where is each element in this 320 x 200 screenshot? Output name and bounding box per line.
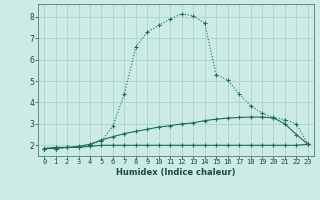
X-axis label: Humidex (Indice chaleur): Humidex (Indice chaleur) (116, 168, 236, 177)
